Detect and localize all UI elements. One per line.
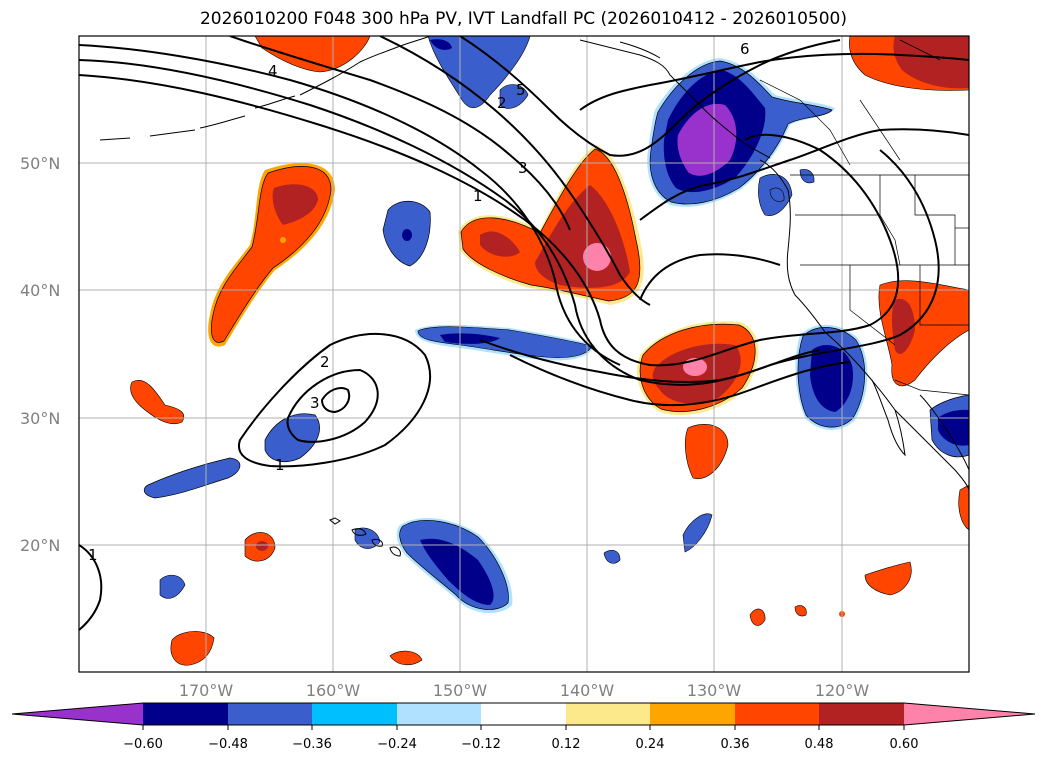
negative-anomaly-161w: [264, 413, 320, 463]
contour-label: 1: [275, 456, 285, 474]
colorbar-extend-low: [12, 703, 143, 725]
colorbar-swatch: [481, 703, 566, 725]
colorbar-tick-label: −0.36: [292, 737, 332, 752]
positive-anomaly-small-6: [864, 561, 912, 596]
lat-label: 20°N: [20, 536, 60, 555]
colorbar-extend-high: [904, 703, 1035, 725]
colorbar-tick-label: −0.24: [377, 737, 417, 752]
colorbar-swatch: [143, 703, 228, 725]
colorbar-swatch: [566, 703, 650, 725]
latitude-labels: 50°N 40°N 30°N 20°N: [20, 154, 60, 555]
negative-anomaly-mexico: [929, 394, 969, 458]
colorbar-tick-label: −0.12: [461, 737, 501, 752]
positive-anomaly-133w: [636, 321, 759, 416]
negative-anomaly-california: [795, 324, 868, 430]
coastlines: [99, 36, 969, 557]
colorbar-swatch: [735, 703, 819, 725]
colorbar-swatch: [650, 703, 735, 725]
negative-anomaly-gulf-of-alaska: [647, 58, 835, 216]
colorbar-tick-label: 0.48: [805, 737, 834, 752]
contour-labels: 1 2 3 4 5 6 1 2 3 1: [88, 40, 750, 564]
lon-label: 120°W: [815, 681, 870, 700]
contour-label: 5: [516, 81, 526, 99]
negative-anomaly-hawaii: [396, 517, 513, 614]
colorbar-swatch: [397, 703, 481, 725]
chart-title: 2026010200 F048 300 hPa PV, IVT Landfall…: [199, 9, 847, 29]
colorbar-tick-label: −0.60: [123, 737, 163, 752]
lat-label: 30°N: [20, 409, 60, 428]
contour-label: 1: [88, 546, 98, 564]
map-area: 1 2 3 4 5 6 1 2 3 1: [79, 36, 969, 672]
contour-label: 2: [497, 94, 507, 112]
lat-label: 40°N: [20, 281, 60, 300]
graticule: [79, 36, 969, 672]
positive-anomaly-small-2: [130, 380, 185, 425]
positive-anomaly-mexico: [958, 484, 969, 531]
positive-anomaly-northeast: [849, 36, 969, 91]
colorbar-swatch: [228, 703, 312, 725]
colorbar-tick-label: 0.60: [890, 737, 919, 752]
lon-label: 130°W: [687, 681, 742, 700]
lat-label: 50°N: [20, 154, 60, 173]
positive-anomaly-small-4: [170, 631, 215, 666]
lon-label: 140°W: [560, 681, 615, 700]
contour-label: 1: [473, 187, 483, 205]
lon-label: 150°W: [433, 681, 488, 700]
lon-label: 160°W: [306, 681, 361, 700]
negative-anomaly-north: [427, 36, 531, 108]
longitude-labels: 170°W 160°W 150°W 140°W 130°W 120°W: [179, 681, 870, 700]
colorbar-tick-label: 0.12: [552, 737, 581, 752]
contour-label: 3: [518, 159, 528, 177]
colorbar-tick-label: −0.48: [208, 737, 248, 752]
positive-anomaly-165w: [208, 163, 335, 347]
pv-contours: [79, 36, 969, 631]
contour-label: 2: [320, 353, 330, 371]
positive-anomaly-us-southwest: [878, 280, 969, 387]
positive-anomaly-alaska: [254, 36, 371, 73]
positive-anomaly-small-7: [749, 608, 766, 626]
contour-label: 6: [740, 40, 750, 58]
positive-anomaly-small-8: [794, 605, 807, 617]
colorbar-tick-label: 0.36: [721, 737, 750, 752]
negative-anomaly-strip-25n: [143, 457, 241, 499]
colorbar: −0.60 −0.48 −0.36 −0.24 −0.12 0.12 0.24 …: [11, 702, 1036, 752]
colorbar-tick-label: 0.24: [636, 737, 665, 752]
positive-anomaly-small-5: [389, 650, 423, 666]
contour-label: 4: [268, 62, 278, 80]
positive-anomaly-central-plume: [458, 145, 644, 305]
political-borders: [759, 39, 969, 396]
contour-label: 3: [310, 394, 320, 412]
map-border: [78, 35, 970, 673]
colorbar-swatch: [312, 703, 397, 725]
colorbar-swatch: [819, 703, 904, 725]
lon-label: 170°W: [179, 681, 234, 700]
